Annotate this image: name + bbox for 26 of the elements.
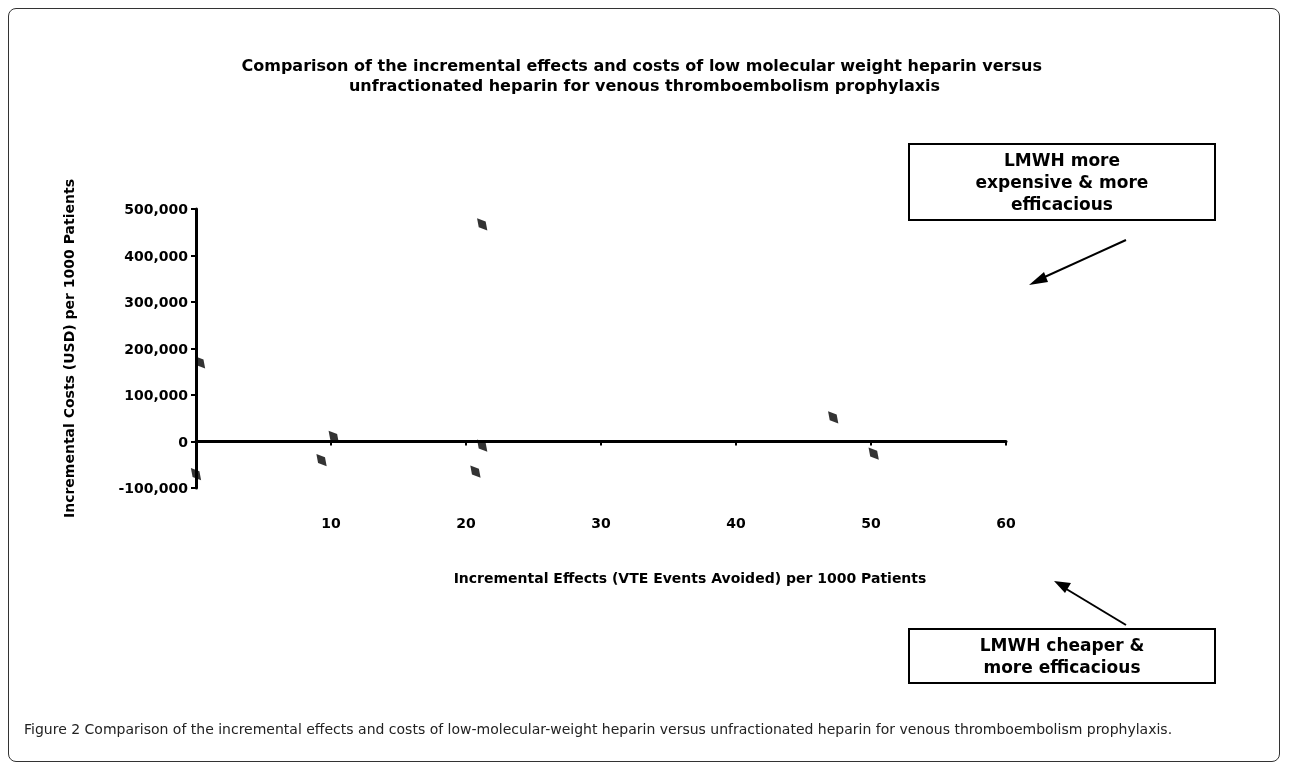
x-tick-label: 20 <box>456 515 476 531</box>
x-tick-label: 10 <box>321 515 341 531</box>
x-tick-label: 50 <box>861 515 881 531</box>
point <box>477 439 488 452</box>
caption: Figure 2 Comparison of the incremental effects and costs of low-molecular-weight heparin versus unfractionated heparin for venous thromboembolism prophylaxis. <box>24 720 1174 739</box>
y-tick-label: 200,000 <box>124 340 189 357</box>
x-tick-label: 30 <box>591 515 611 531</box>
point <box>470 465 481 478</box>
y-tick-label: 0 <box>178 433 189 450</box>
y-tick-label: 400,000 <box>124 247 189 264</box>
x-tick-label: 40 <box>726 515 746 531</box>
annotation: LMWH more expensive & more efficacious <box>908 143 1216 221</box>
y-tick-label: -100,000 <box>118 480 189 496</box>
y-tick-label: 500,000 <box>124 201 189 217</box>
text: LMWH cheaper & more efficacious <box>908 628 1216 684</box>
point <box>190 467 202 481</box>
point <box>316 453 327 467</box>
y-axis-title: Incremental Costs (USD) per 1000 Patients <box>61 178 77 519</box>
y-tick-label: 100,000 <box>124 387 189 403</box>
point <box>868 447 879 460</box>
chart-title: Comparison of the incremental effects and costs of low molecular weight heparin versus unfractionated heparin for venous thromboembolism prophylaxis <box>241 55 1048 95</box>
point <box>828 411 839 424</box>
point <box>477 218 488 231</box>
text: Incremental Effects (VTE Events Avoided) per 1000 Patients <box>452 570 928 586</box>
y-tick-label: 300,000 <box>124 294 189 310</box>
x-tick-label: 60 <box>996 515 1016 531</box>
